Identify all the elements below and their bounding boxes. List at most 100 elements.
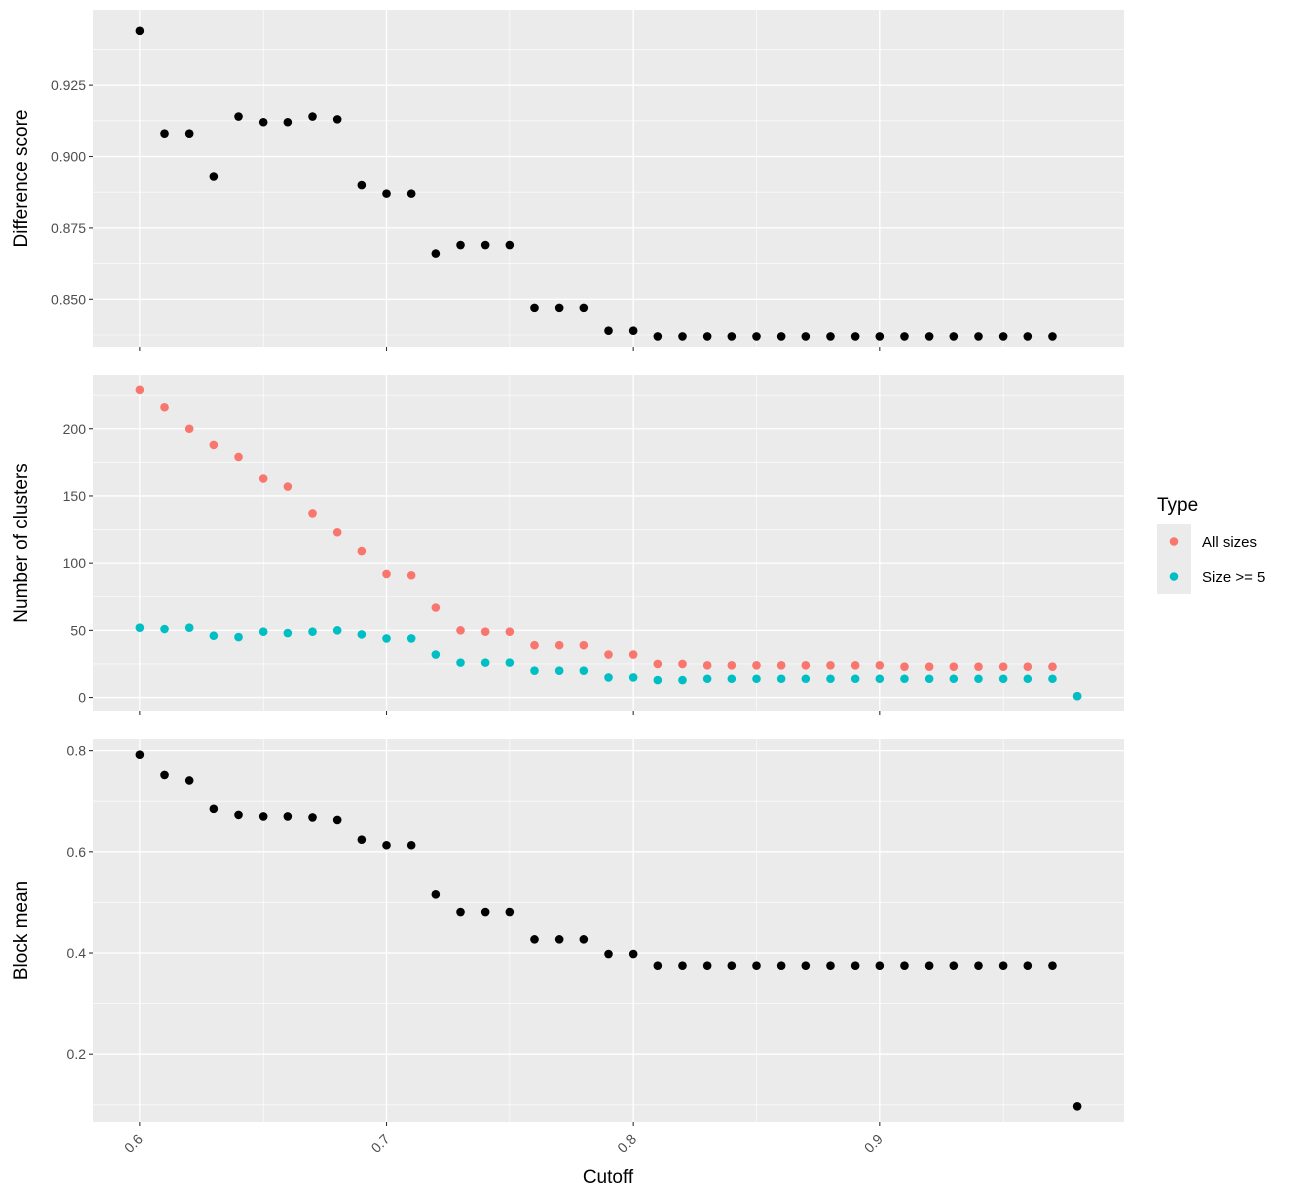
data-point [505, 658, 515, 667]
panel-background [93, 739, 1124, 1122]
data-point [604, 650, 613, 659]
data-point [258, 812, 268, 821]
data-point [530, 640, 539, 650]
data-point [653, 332, 663, 341]
data-point [1048, 674, 1057, 684]
data-point [382, 634, 391, 643]
data-point [332, 626, 342, 635]
data-point [924, 662, 934, 671]
data-point [900, 662, 909, 671]
data-point [1072, 691, 1082, 701]
data-point [184, 424, 194, 434]
data-point [702, 961, 712, 970]
legend-key [1169, 537, 1179, 546]
data-point [234, 810, 243, 820]
y-tick-label: 0.850 [51, 291, 86, 307]
y-tick-label: 0 [78, 690, 86, 706]
data-point [924, 674, 934, 684]
data-point [974, 662, 983, 671]
series-all-sizes [135, 385, 1082, 701]
data-point [382, 189, 391, 198]
data-point [924, 961, 934, 970]
data-point [505, 240, 515, 250]
data-point [332, 527, 342, 537]
y-axis-title: Number of clusters [11, 463, 32, 622]
data-point [678, 961, 687, 970]
y-tick-label: 0.2 [67, 1046, 87, 1062]
data-point [283, 117, 293, 127]
legend-item: All sizes [1157, 524, 1257, 559]
data-point [308, 112, 317, 121]
data-point [480, 627, 490, 637]
data-point [604, 673, 613, 682]
data-point [1023, 662, 1033, 671]
data-point [850, 661, 860, 670]
data-point [850, 961, 860, 970]
data-point [480, 240, 490, 250]
data-point [135, 623, 145, 632]
series-points-1 [135, 26, 1057, 341]
panels: 0.850 0.875 0.900 0.925 Difference score 0 50 1… [11, 10, 1124, 1126]
data-point [875, 674, 885, 684]
data-point [949, 662, 959, 671]
y-tick-label: 0.4 [67, 945, 87, 961]
y-axis-title: Difference score [11, 110, 32, 248]
data-point [702, 332, 712, 341]
y-tick-label: 0.900 [51, 149, 86, 165]
data-point [431, 890, 441, 899]
y-tick-label: 50 [70, 622, 86, 638]
data-point [554, 303, 564, 313]
data-point [628, 949, 638, 959]
data-point [1048, 332, 1057, 341]
data-point [801, 661, 811, 670]
data-point [752, 661, 761, 670]
data-point [160, 402, 169, 412]
x-axis: 0.6 0.7 0.8 0.9 [121, 1131, 886, 1156]
y-tick-label: 0.6 [67, 844, 87, 860]
data-point [258, 627, 268, 637]
data-point [456, 626, 465, 635]
data-point [1023, 961, 1033, 970]
data-point [579, 666, 589, 675]
data-point [357, 835, 367, 844]
data-point [456, 658, 465, 667]
data-point [776, 961, 786, 970]
data-point [505, 627, 515, 637]
data-point [234, 632, 243, 642]
data-point [234, 452, 243, 462]
data-point [1023, 674, 1033, 684]
legend-key [1169, 572, 1179, 581]
data-point [184, 776, 194, 785]
data-point [530, 935, 539, 944]
data-point [1023, 332, 1033, 341]
data-point [406, 570, 416, 580]
data-point [431, 249, 441, 258]
data-point [209, 631, 219, 641]
data-point [1048, 662, 1057, 671]
data-point [752, 332, 761, 341]
data-point [357, 546, 367, 556]
data-point [184, 129, 194, 138]
data-point [974, 674, 983, 684]
y-tick-label: 0.925 [51, 77, 86, 93]
data-point [480, 658, 490, 667]
data-point [184, 623, 194, 632]
data-point [727, 332, 737, 341]
panel-background [93, 10, 1124, 347]
data-point [702, 661, 712, 670]
data-point [752, 674, 761, 684]
data-point [406, 634, 416, 643]
data-point [258, 474, 268, 483]
data-point [875, 332, 885, 341]
data-point [160, 129, 169, 138]
data-point [382, 569, 391, 579]
data-point [1072, 1102, 1082, 1111]
data-point [826, 674, 835, 684]
data-point [382, 840, 391, 850]
data-point [604, 326, 613, 336]
data-point [801, 961, 811, 970]
data-point [998, 961, 1008, 970]
data-point [209, 440, 219, 450]
y-tick-label: 0.8 [67, 743, 87, 759]
